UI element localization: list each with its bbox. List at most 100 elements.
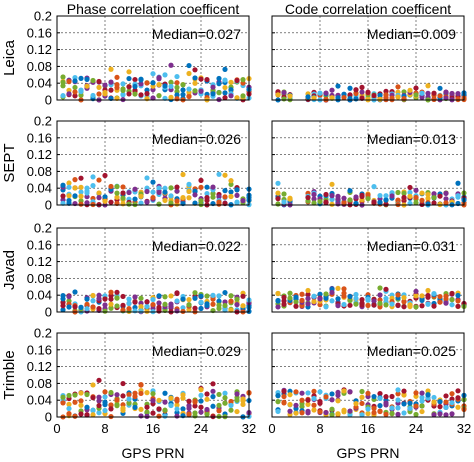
- data-point: [78, 201, 84, 207]
- y-tick-label: 0.04: [27, 393, 52, 408]
- data-point: [186, 297, 192, 303]
- data-point: [114, 303, 120, 309]
- data-point: [174, 92, 180, 98]
- data-point: [347, 293, 353, 300]
- data-point: [84, 190, 90, 196]
- data-point: [96, 91, 102, 97]
- data-point: [234, 296, 240, 302]
- data-point: [126, 69, 132, 75]
- data-point: [275, 196, 281, 202]
- data-point: [192, 410, 198, 416]
- data-point: [305, 301, 311, 307]
- data-point: [311, 200, 317, 206]
- data-point: [174, 184, 180, 190]
- data-point: [240, 303, 246, 309]
- data-point: [437, 399, 443, 405]
- data-point: [287, 295, 293, 301]
- data-point: [90, 298, 96, 304]
- data-point: [144, 80, 150, 86]
- data-point: [228, 181, 234, 188]
- data-point: [60, 74, 66, 80]
- data-point: [419, 403, 425, 409]
- data-point: [419, 390, 425, 396]
- data-point: [120, 293, 126, 300]
- data-point: [204, 302, 210, 309]
- data-point: [108, 199, 114, 205]
- data-point: [150, 179, 156, 185]
- data-point: [234, 302, 240, 308]
- data-point: [401, 388, 407, 394]
- data-point: [150, 71, 156, 77]
- data-point: [311, 95, 317, 101]
- data-point: [174, 406, 180, 412]
- data-point: [455, 298, 461, 304]
- data-point: [174, 198, 180, 204]
- data-point: [150, 194, 156, 201]
- data-point: [401, 294, 407, 301]
- data-point: [90, 382, 96, 388]
- data-point: [425, 294, 431, 300]
- data-point: [335, 285, 341, 292]
- data-point: [156, 293, 162, 299]
- data-point: [311, 298, 317, 305]
- data-point: [156, 75, 162, 81]
- data-point: [395, 397, 401, 403]
- data-point: [216, 90, 222, 96]
- data-point: [341, 407, 347, 413]
- data-point: [66, 193, 72, 199]
- panel-sept-phase: 0 0.04 0.08 0.12 0.160.2 SEPT Median=0.026: [1, 114, 252, 213]
- data-point: [359, 388, 365, 395]
- data-point: [395, 189, 401, 196]
- data-point: [198, 76, 204, 82]
- column-title-code: Code correlation coefficent: [285, 1, 451, 17]
- data-point: [102, 402, 108, 408]
- data-point: [383, 302, 389, 308]
- data-point: [419, 303, 425, 309]
- data-point: [210, 381, 216, 387]
- data-point: [168, 293, 174, 299]
- data-point: [156, 304, 162, 310]
- data-point: [90, 292, 96, 299]
- data-point: [222, 194, 228, 200]
- data-point: [168, 200, 174, 206]
- data-point: [90, 412, 96, 418]
- data-point: [126, 201, 132, 207]
- data-point: [455, 388, 461, 394]
- median-label: Median=0.013: [367, 131, 456, 147]
- data-point: [293, 389, 299, 395]
- data-point: [174, 308, 180, 314]
- data-point: [84, 194, 90, 200]
- data-point: [108, 402, 114, 408]
- data-point: [162, 407, 168, 413]
- data-point: [275, 180, 281, 186]
- data-point: [102, 172, 108, 179]
- data-point: [60, 303, 66, 309]
- data-point: [419, 297, 425, 304]
- data-point: [126, 392, 132, 398]
- data-point: [437, 93, 443, 99]
- data-point: [413, 390, 419, 396]
- data-point: [305, 94, 311, 100]
- data-point: [144, 409, 150, 415]
- data-point: [60, 307, 66, 313]
- data-point: [353, 194, 359, 200]
- data-point: [174, 96, 180, 102]
- data-point: [347, 302, 353, 308]
- row-label-leica: Leica: [1, 39, 18, 76]
- data-point: [192, 67, 198, 73]
- data-point: [329, 196, 335, 202]
- data-point: [204, 195, 210, 201]
- y-tick-label: 0.12: [27, 254, 52, 269]
- data-point: [102, 389, 108, 395]
- data-point: [216, 413, 222, 420]
- y-tick-label: 0: [45, 93, 52, 108]
- data-point: [78, 304, 84, 310]
- data-point: [96, 84, 102, 90]
- data-point: [341, 301, 347, 308]
- data-point: [228, 293, 234, 299]
- data-point: [228, 407, 234, 413]
- data-point: [72, 413, 78, 419]
- y-tick-label: 0.12: [27, 42, 52, 57]
- data-point: [198, 404, 204, 410]
